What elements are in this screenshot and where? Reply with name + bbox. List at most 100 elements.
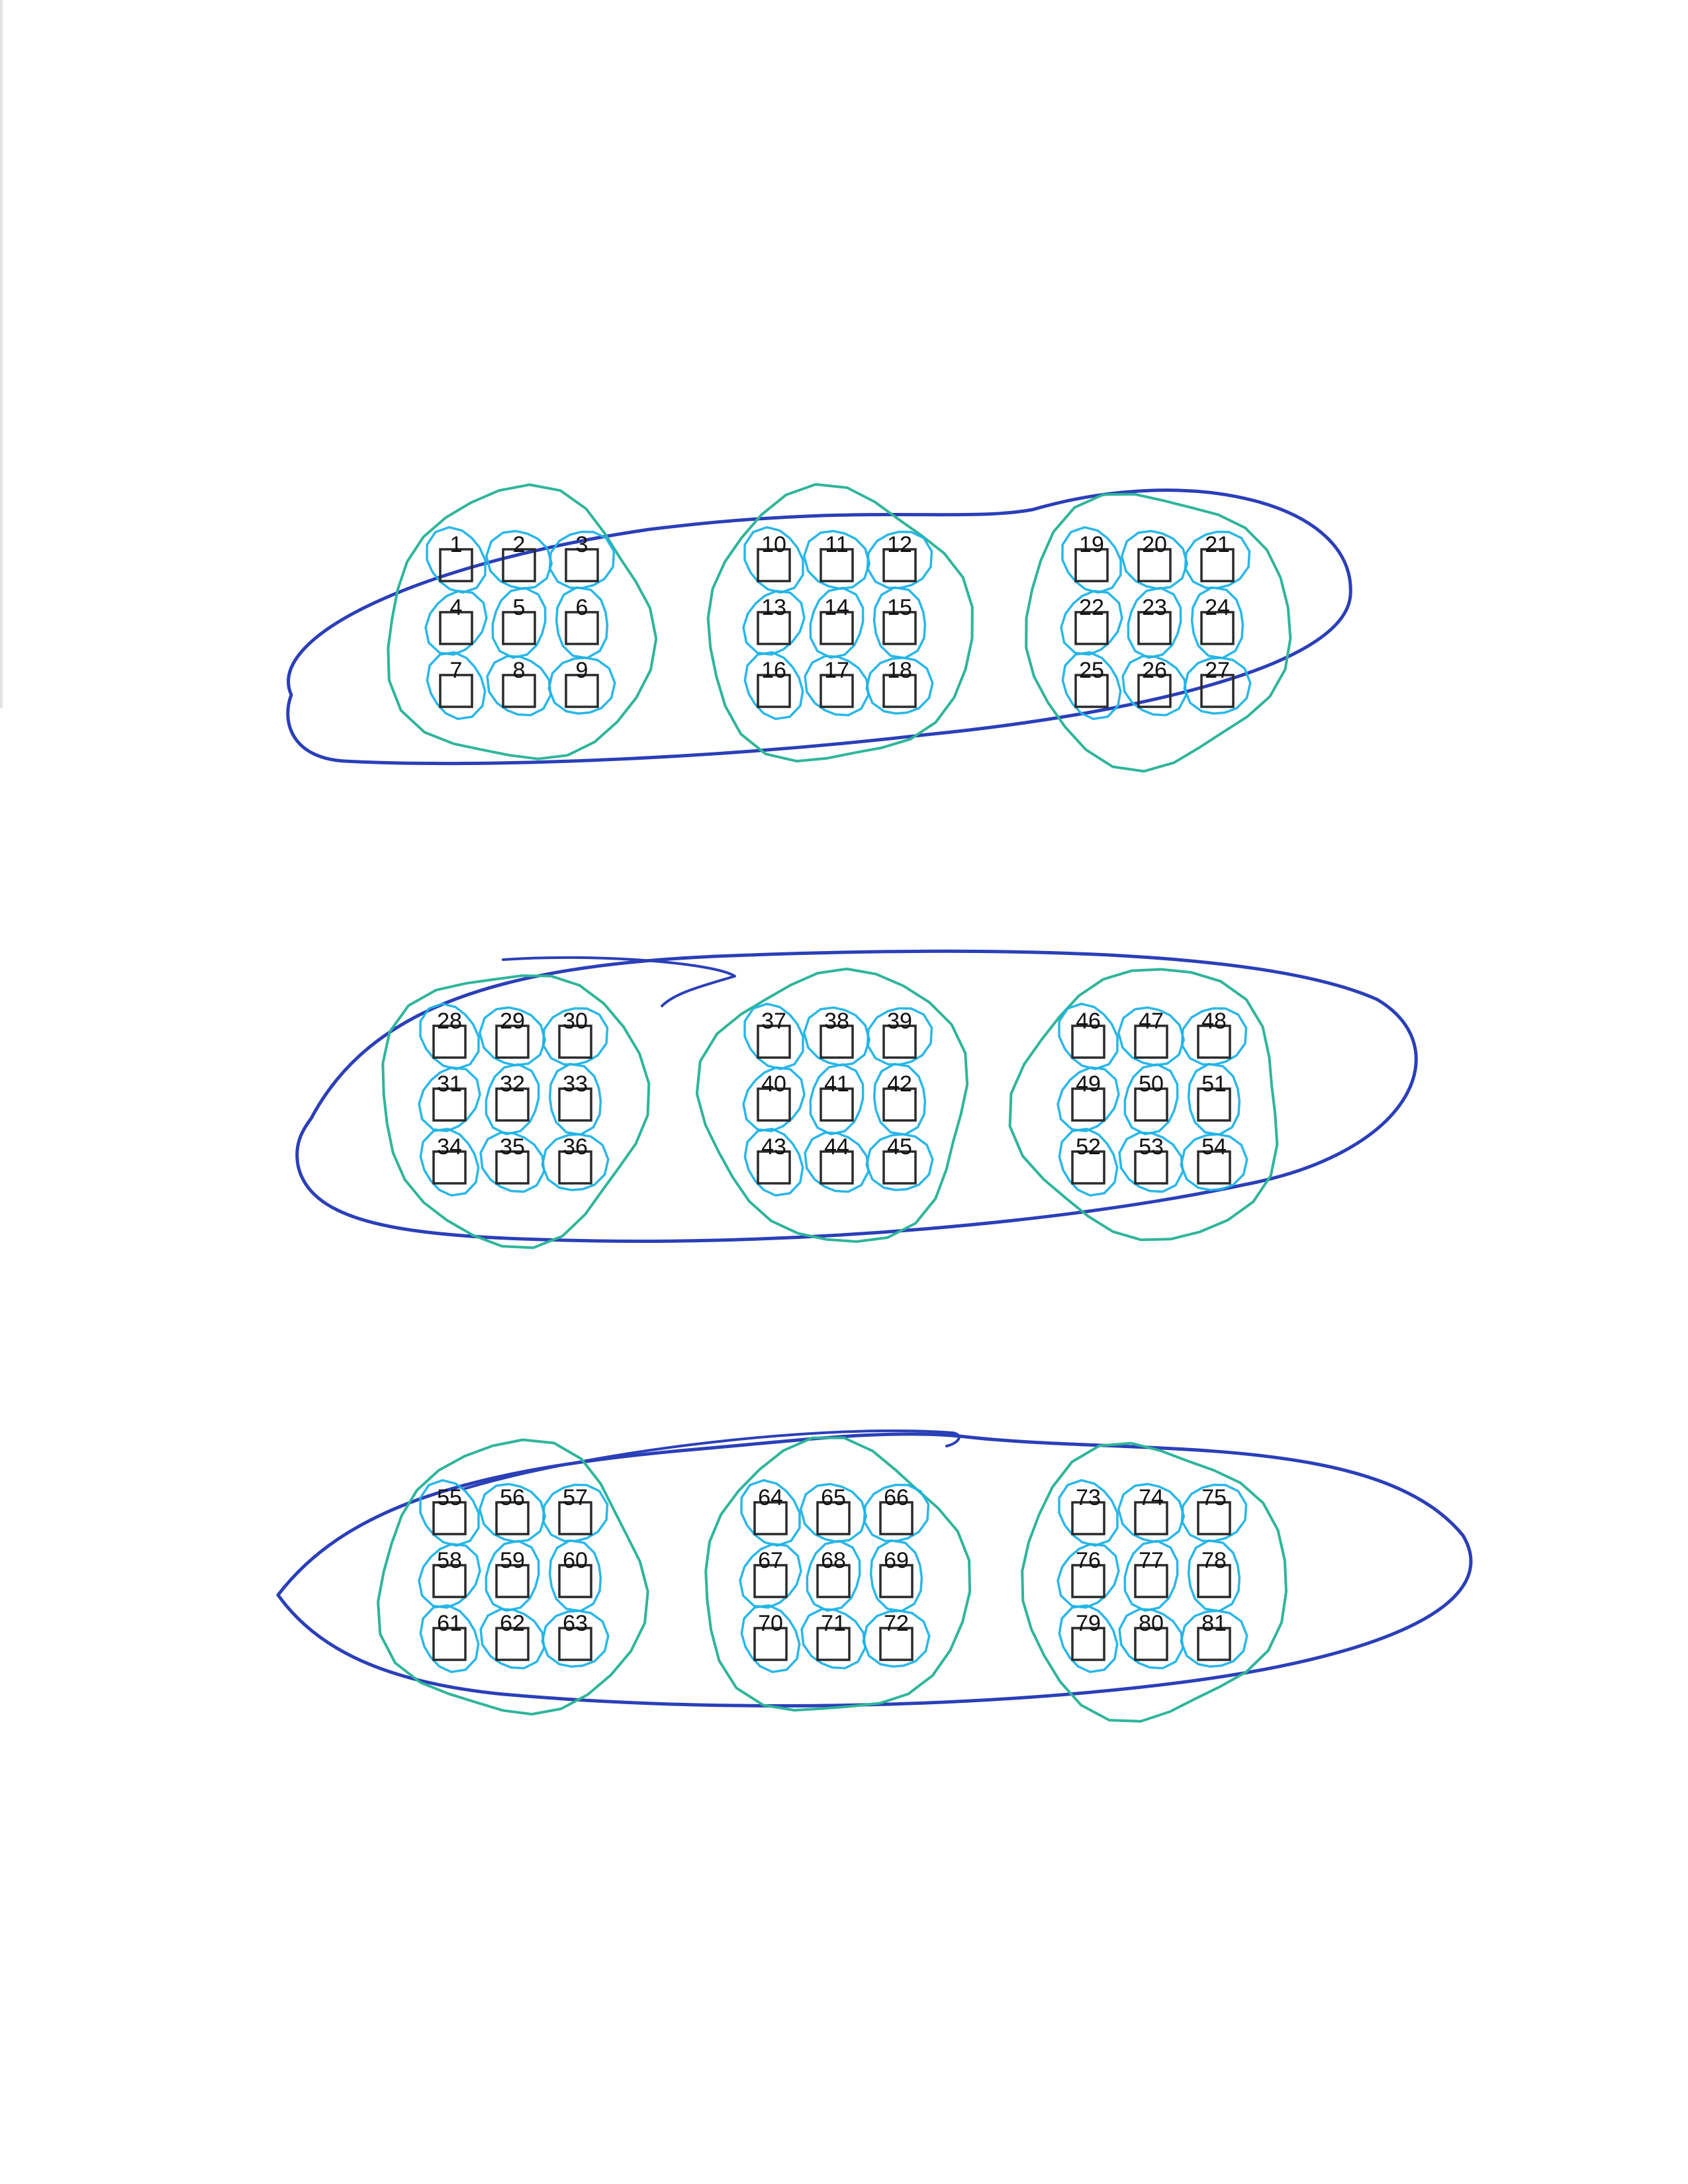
answer-box — [882, 548, 917, 582]
answer-box — [1197, 1087, 1231, 1122]
answer-box — [1074, 611, 1109, 645]
box-number: 18 — [887, 658, 912, 683]
answer-box — [432, 1150, 467, 1185]
box-number: 69 — [884, 1548, 909, 1573]
row-loop-1 — [286, 488, 1352, 766]
group-loop-7 — [377, 1438, 649, 1716]
box-number: 38 — [824, 1009, 849, 1034]
answer-box — [502, 611, 536, 645]
box-number: 10 — [761, 532, 786, 557]
answer-box — [565, 674, 599, 708]
box-loop — [1118, 1131, 1184, 1193]
box-number: 17 — [824, 658, 849, 683]
answer-box — [1071, 1564, 1105, 1598]
box-loop — [1058, 1604, 1119, 1674]
box-loop — [548, 1062, 602, 1136]
group-loop-8 — [704, 1436, 972, 1712]
answer-box — [432, 1087, 467, 1122]
answer-box — [502, 674, 536, 708]
box-number: 41 — [824, 1071, 849, 1097]
box-number: 25 — [1079, 658, 1104, 683]
box-number: 9 — [576, 658, 588, 683]
box-number: 63 — [563, 1611, 588, 1636]
box-number: 54 — [1201, 1134, 1227, 1160]
box-number: 78 — [1201, 1548, 1227, 1573]
box-number: 35 — [500, 1134, 525, 1160]
answer-box — [1197, 1024, 1231, 1059]
box-loop — [485, 1063, 540, 1136]
box-loop — [1060, 590, 1123, 656]
answer-box — [439, 674, 473, 708]
answer-box — [820, 1150, 854, 1185]
box-number: 33 — [563, 1071, 588, 1097]
box-loop — [742, 1066, 806, 1132]
box-loop — [424, 590, 488, 656]
box-number: 34 — [437, 1134, 462, 1160]
box-loop — [806, 1539, 861, 1612]
group-loop-6 — [1008, 968, 1279, 1242]
answer-box — [1197, 1564, 1231, 1598]
answer-box — [757, 1087, 791, 1122]
box-loop — [1127, 586, 1182, 659]
box-loop — [1180, 1610, 1248, 1668]
box-loop — [479, 1608, 545, 1670]
box-number: 20 — [1142, 532, 1167, 557]
group-loop-9 — [1021, 1441, 1288, 1723]
box-loop — [872, 1062, 927, 1136]
box-number: 5 — [513, 595, 526, 620]
answer-box — [820, 611, 854, 645]
box-loop — [555, 586, 609, 660]
box-loop — [862, 1610, 931, 1668]
box-number: 81 — [1201, 1611, 1227, 1636]
box-loop — [1123, 1063, 1179, 1136]
box-number: 56 — [500, 1485, 525, 1510]
box-number: 68 — [821, 1548, 846, 1573]
answer-box — [1134, 1627, 1168, 1661]
box-number: 42 — [887, 1071, 912, 1097]
answer-box — [882, 1087, 917, 1122]
box-number: 72 — [884, 1611, 909, 1636]
box-loop — [485, 1539, 540, 1612]
box-loop — [872, 586, 927, 660]
box-number: 49 — [1076, 1071, 1101, 1097]
answer-box — [1197, 1627, 1231, 1661]
box-number: 7 — [450, 658, 463, 683]
answer-box — [1074, 548, 1109, 582]
box-loop — [418, 1543, 481, 1609]
box-number: 58 — [437, 1548, 462, 1573]
answer-box — [816, 1564, 851, 1598]
box-loop — [1120, 529, 1189, 590]
row-loops — [276, 488, 1473, 1707]
box-number: 37 — [761, 1009, 786, 1034]
answer-box — [882, 1150, 917, 1185]
box-number: 27 — [1205, 658, 1230, 683]
answer-box — [558, 1564, 592, 1598]
box-loop — [478, 1482, 547, 1543]
box-number: 80 — [1139, 1611, 1164, 1636]
answer-box — [565, 611, 599, 645]
box-number: 74 — [1139, 1485, 1164, 1510]
answer-box — [1134, 1024, 1168, 1059]
box-number: 76 — [1076, 1548, 1101, 1573]
row-loop-tail-2 — [502, 956, 736, 1007]
answer-box — [1137, 674, 1172, 708]
box-number: 15 — [887, 595, 912, 620]
box-loop — [541, 1133, 610, 1191]
box-loop — [1121, 655, 1188, 717]
answer-box — [558, 1087, 592, 1122]
box-number: 31 — [437, 1071, 462, 1097]
box-loop — [548, 1539, 602, 1613]
box-number: 65 — [821, 1485, 846, 1510]
box-number: 13 — [761, 595, 786, 620]
box-number: 64 — [758, 1485, 783, 1510]
answer-box — [495, 1150, 530, 1185]
answer-box — [1197, 1150, 1231, 1185]
box-number: 44 — [824, 1134, 849, 1160]
box-number: 47 — [1139, 1009, 1164, 1034]
answer-box — [432, 1627, 467, 1661]
box-loop — [809, 586, 865, 659]
box-loop — [743, 1127, 804, 1197]
answer-box — [882, 1024, 917, 1059]
